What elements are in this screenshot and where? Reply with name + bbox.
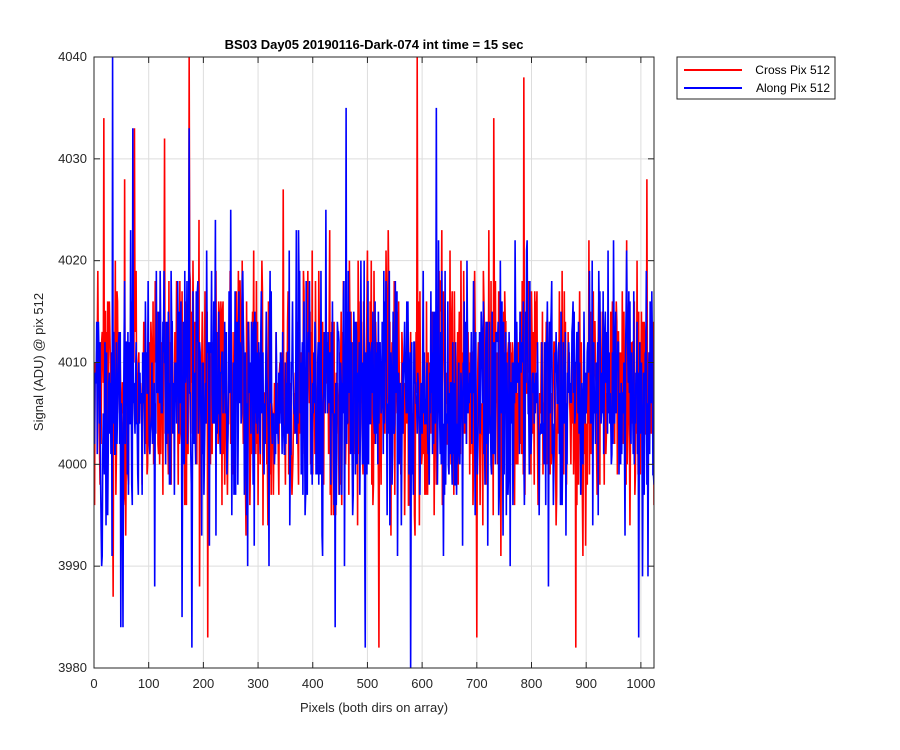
x-tick-label: 900 [575,676,597,691]
legend-box [676,56,836,100]
y-tick-label: 3990 [58,558,87,573]
x-tick-label: 800 [521,676,543,691]
x-tick-label: 1000 [626,676,655,691]
x-tick-label: 500 [357,676,379,691]
y-tick-label: 4020 [58,253,87,268]
y-tick-label: 3980 [58,660,87,675]
y-tick-label: 4000 [58,456,87,471]
series-layer [94,57,654,668]
x-tick-label: 300 [247,676,269,691]
x-tick-label: 0 [90,676,97,691]
x-tick-label: 700 [466,676,488,691]
y-tick-label: 4010 [58,355,87,370]
legend-label-cross: Cross Pix 512 [755,63,830,77]
y-tick-label: 4030 [58,151,87,166]
x-tick-label: 600 [411,676,433,691]
axis-ticks: 0 100 200 300 400 500 600 700 800 900 1000 3980 3990… [58,49,655,691]
y-axis-label: Signal (ADU) @ pix 512 [31,293,46,431]
x-tick-label: 100 [138,676,160,691]
x-tick-label: 200 [193,676,215,691]
x-tick-label: 400 [302,676,324,691]
legend: Cross Pix 512 Along Pix 512 [676,56,836,100]
series-line-along-pix-512 [94,57,654,668]
chart-title: BS03 Day05 20190116-Dark-074 int time = … [225,37,524,52]
y-tick-label: 4040 [58,49,87,64]
x-axis-label: Pixels (both dirs on array) [300,700,448,715]
legend-label-along: Along Pix 512 [756,81,830,95]
